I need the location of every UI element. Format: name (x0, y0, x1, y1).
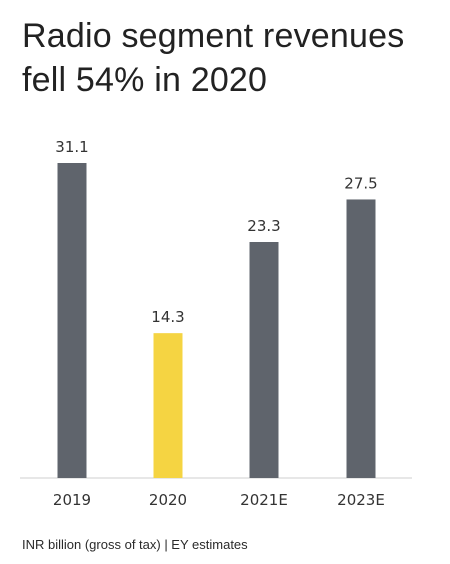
category-label-2020: 2020 (149, 491, 187, 509)
footnote: INR billion (gross of tax) | EY estimate… (22, 537, 248, 552)
value-label-2019: 31.1 (55, 138, 88, 156)
value-label-2023e: 27.5 (344, 174, 377, 192)
chart-title-line-1: Radio segment revenues (22, 17, 405, 55)
bar-chart: 31.1 14.3 23.3 27.5 2019 2020 2021E 2023E (20, 138, 412, 509)
value-label-2021e: 23.3 (247, 217, 280, 235)
category-label-2019: 2019 (53, 491, 91, 509)
category-label-2023e: 2023E (337, 491, 385, 509)
chart-title-line-2: fell 54% in 2020 (22, 61, 268, 99)
bar-2019 (57, 163, 87, 478)
value-label-2020: 14.3 (151, 308, 184, 326)
category-labels-group: 2019 2020 2021E 2023E (53, 491, 385, 509)
bar-2020 (153, 333, 183, 478)
category-label-2021e: 2021E (240, 491, 288, 509)
bar-2021e (249, 242, 279, 478)
bar-2023e (346, 199, 376, 479)
bars-group (57, 163, 376, 479)
value-labels-group: 31.1 14.3 23.3 27.5 (55, 138, 377, 326)
chart-title: Radio segment revenues fell 54% in 2020 (22, 14, 432, 102)
